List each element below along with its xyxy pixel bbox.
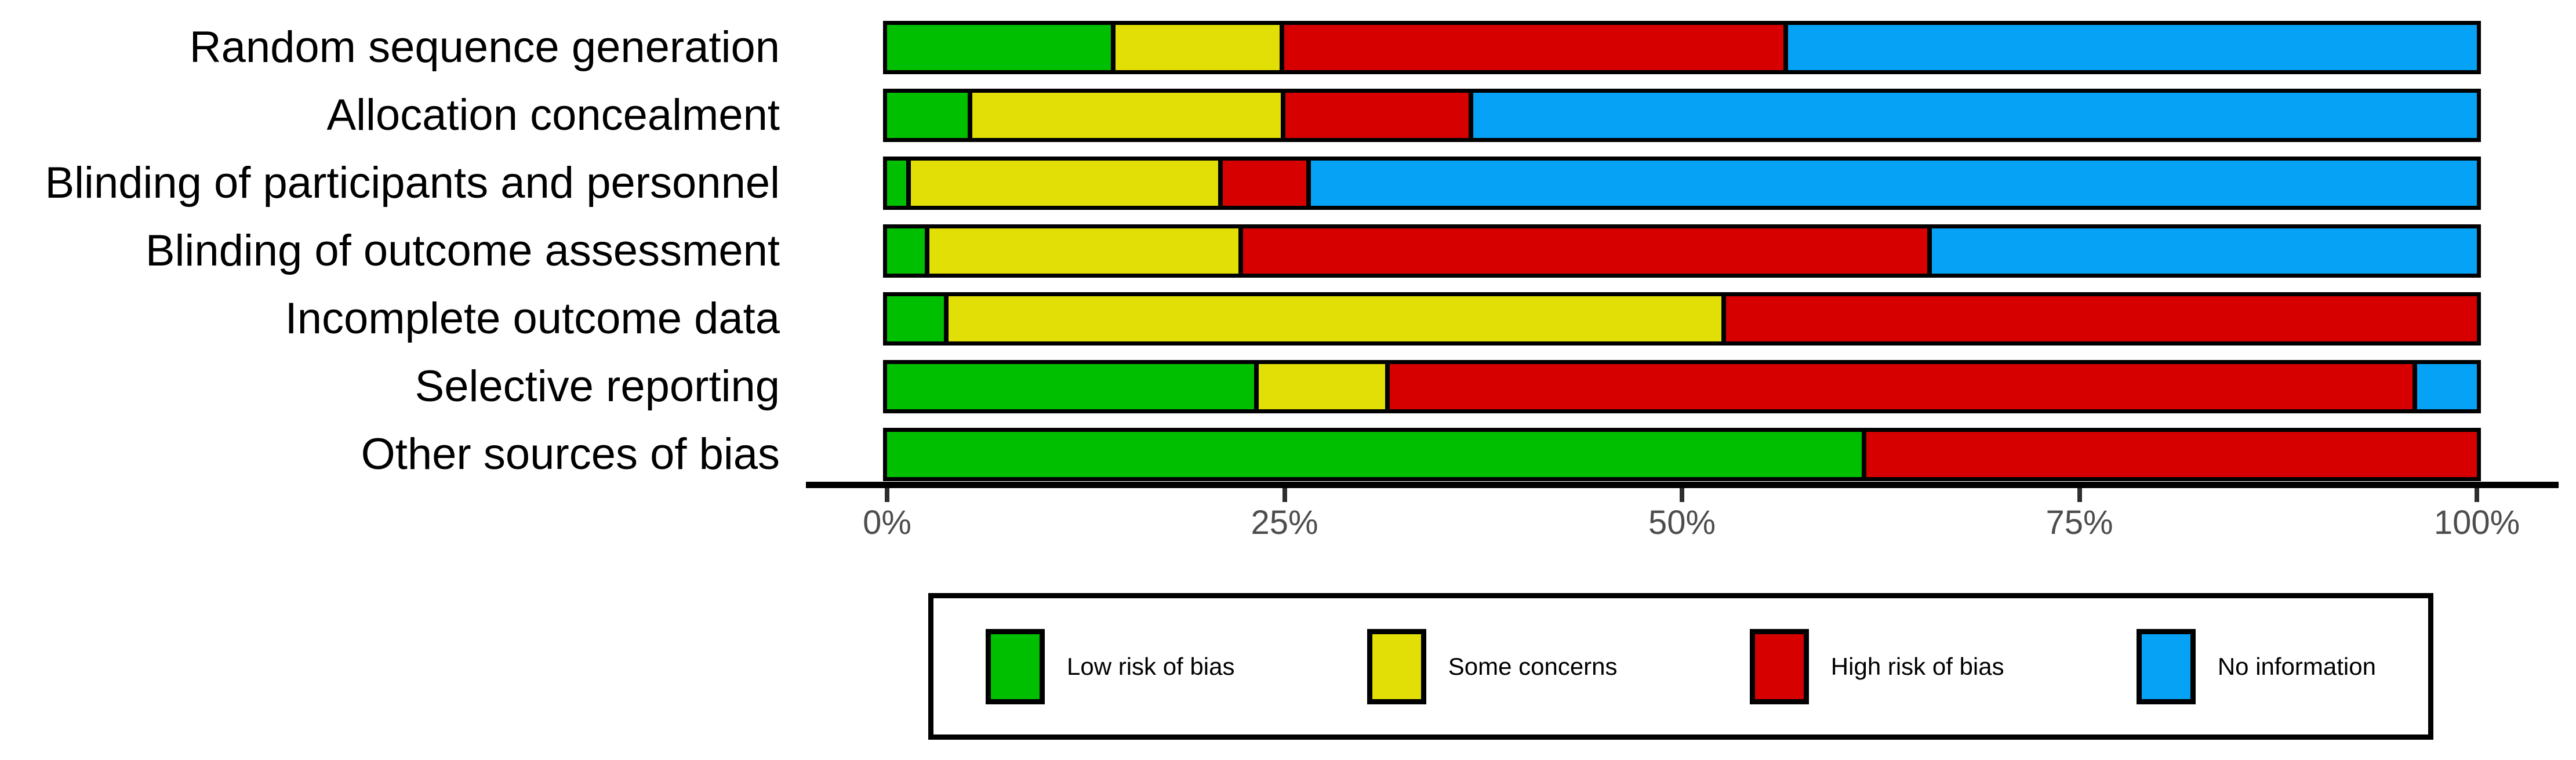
x-axis-tick-mark <box>1680 488 1684 502</box>
x-axis-tick-label: 100% <box>2433 504 2520 541</box>
bar-segment-no-information <box>1927 228 2477 274</box>
legend-label: High risk of bias <box>1830 652 2004 680</box>
x-axis-tick-label: 25% <box>1251 504 1318 541</box>
bar-segment-high-risk-of-bias <box>1721 296 2477 341</box>
bar-segment-no-information <box>1306 161 2477 206</box>
stacked-bar <box>883 360 2481 413</box>
x-axis-tick-label: 50% <box>1648 504 1716 541</box>
legend-item: Low risk of bias <box>986 628 1235 704</box>
category-label: Other sources of bias <box>361 430 780 479</box>
bar-segment-low-risk-of-bias <box>887 93 968 138</box>
bar-segment-high-risk-of-bias <box>1281 93 1469 138</box>
bar-segment-no-information <box>1783 25 2477 70</box>
bar-segment-high-risk-of-bias <box>1218 161 1306 206</box>
stacked-bar <box>883 21 2481 74</box>
category-label: Random sequence generation <box>189 23 780 72</box>
bar-segment-high-risk-of-bias <box>1385 364 2412 409</box>
x-axis-tick-mark <box>2077 488 2082 502</box>
bar-segment-some-concerns <box>967 93 1281 138</box>
bar-segment-some-concerns <box>1254 364 1385 409</box>
bar-segment-some-concerns <box>925 228 1238 274</box>
legend-label: Some concerns <box>1448 652 1618 680</box>
bar-segment-low-risk-of-bias <box>887 364 1255 409</box>
stacked-bar <box>883 292 2481 346</box>
bar-segment-low-risk-of-bias <box>887 228 925 274</box>
stacked-bar <box>883 428 2481 481</box>
legend-item: No information <box>2136 628 2376 704</box>
x-axis-line <box>806 482 2559 488</box>
x-axis-tick-mark <box>1282 488 1287 502</box>
bar-segment-high-risk-of-bias <box>1279 25 1784 70</box>
bar-segment-low-risk-of-bias <box>887 432 1862 477</box>
stacked-bar <box>883 157 2481 210</box>
bar-segment-low-risk-of-bias <box>887 296 944 341</box>
stacked-bar <box>883 89 2481 142</box>
legend-item: High risk of bias <box>1749 628 2004 704</box>
x-axis-tick-label: 0% <box>863 504 911 541</box>
legend-swatch-some-concerns <box>1367 628 1426 704</box>
bar-segment-low-risk-of-bias <box>887 161 906 206</box>
legend-label: Low risk of bias <box>1067 652 1235 680</box>
stacked-bar <box>883 224 2481 278</box>
category-label: Blinding of participants and personnel <box>45 158 780 208</box>
bar-segment-no-information <box>2412 364 2477 409</box>
bar-segment-high-risk-of-bias <box>1238 228 1927 274</box>
bar-segment-no-information <box>1468 93 2477 138</box>
x-axis-tick-label: 75% <box>2045 504 2113 541</box>
legend-swatch-low-risk-of-bias <box>986 628 1045 704</box>
legend-label: No information <box>2217 652 2376 680</box>
bar-segment-some-concerns <box>944 296 1722 341</box>
legend-swatch-no-information <box>2136 628 2196 704</box>
legend: Low risk of bias Some concerns High risk o… <box>928 593 2433 740</box>
bar-segment-low-risk-of-bias <box>887 25 1111 70</box>
category-label: Incomplete outcome data <box>285 294 780 343</box>
bar-segment-some-concerns <box>1110 25 1280 70</box>
category-label: Allocation concealment <box>326 90 780 140</box>
legend-swatch-high-risk-of-bias <box>1749 628 1809 704</box>
category-label: Selective reporting <box>415 362 780 411</box>
bar-segment-high-risk-of-bias <box>1862 432 2477 477</box>
x-axis-tick-mark <box>2475 488 2479 502</box>
category-label: Blinding of outcome assessment <box>145 226 780 275</box>
x-axis-tick-mark <box>885 488 889 502</box>
bar-segment-some-concerns <box>906 161 1218 206</box>
legend-item: Some concerns <box>1367 628 1618 704</box>
